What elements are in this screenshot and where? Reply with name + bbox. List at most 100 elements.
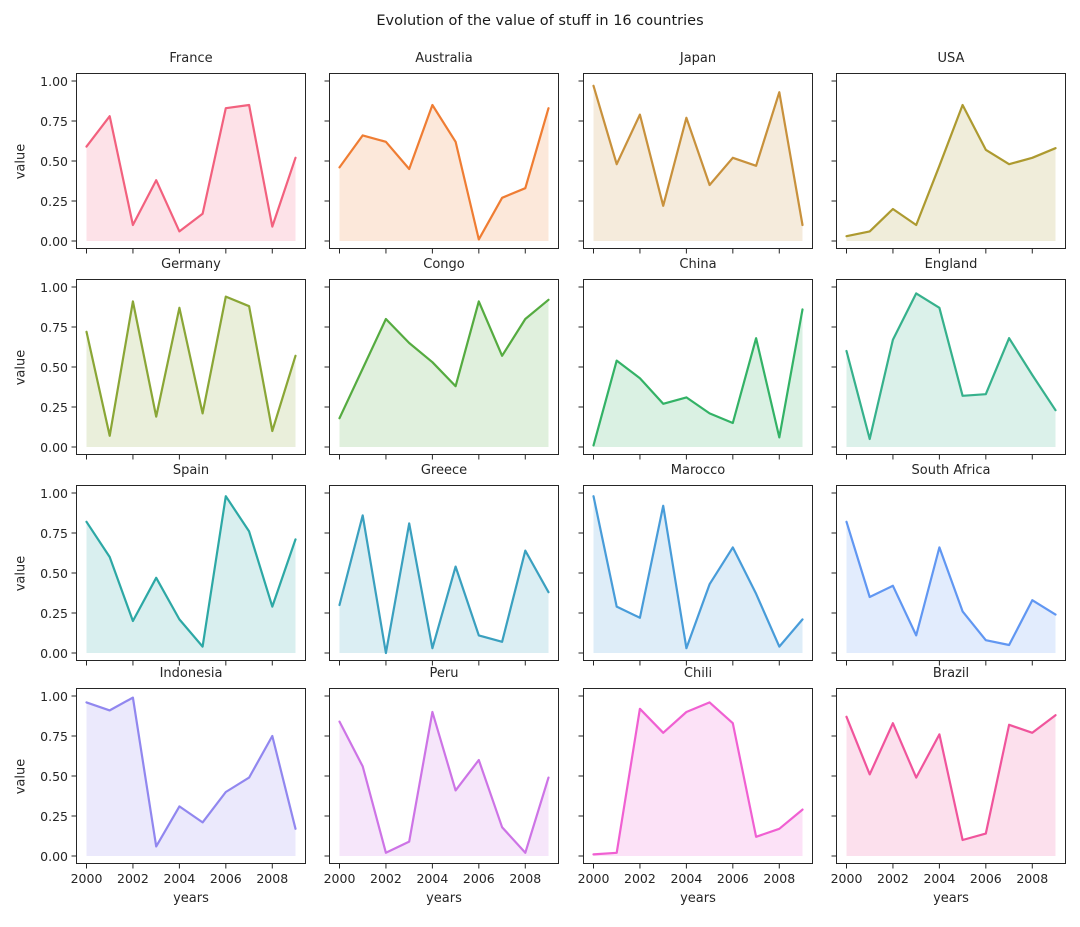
y-axis-label: value (13, 143, 29, 179)
tick-marks (324, 80, 526, 254)
subplot-title: France (169, 51, 213, 66)
subplot-chili: Chili 2000 2002 2004 2006 2008 years (578, 666, 813, 906)
axes-box (76, 73, 306, 249)
subplot-congo: Congo (324, 257, 559, 460)
value-line (592, 495, 804, 650)
x-tick-label: 2002 (877, 871, 909, 886)
axes-box (76, 279, 306, 455)
subplot-title: England (924, 257, 978, 272)
tick-marks (71, 80, 273, 254)
value-line (592, 308, 804, 447)
y-tick-label: 0.50 (40, 768, 68, 784)
axes-box (583, 485, 813, 661)
subplot-marocco: Marocco (578, 463, 813, 666)
x-axis-label: years (426, 891, 462, 906)
plot-area (578, 73, 813, 254)
y-tick-label: 0.25 (40, 399, 68, 415)
subplot-france: France 0.00 0.25 0.50 0.75 1.00 value (14, 51, 306, 254)
y-tick-label: 0.75 (40, 319, 68, 335)
area-fill (846, 715, 1056, 856)
x-tick-label: 2002 (624, 871, 656, 886)
y-tick-label: 0.50 (40, 565, 68, 581)
y-tick-label: 0.50 (40, 153, 68, 169)
x-tick-label: 2008 (1016, 871, 1049, 886)
x-tick-label: 2006 (209, 871, 242, 886)
subplot-title: Japan (679, 51, 717, 66)
plot-area (324, 688, 559, 869)
value-line (338, 103, 550, 241)
tick-marks (578, 695, 780, 869)
value-line (338, 298, 550, 420)
subplot-germany: Germany 0.00 0.25 0.50 0.75 1.00 value (14, 257, 306, 460)
area-fill (86, 296, 296, 447)
tick-marks (578, 286, 780, 460)
plot-area (831, 279, 1066, 460)
y-tick-label: 0.00 (40, 645, 68, 661)
subplot-title: USA (937, 51, 965, 66)
subplot-greece: Greece (324, 463, 559, 666)
value-line (845, 520, 1057, 647)
x-tick-label: 2004 (923, 871, 956, 886)
tick-marks (578, 80, 780, 254)
value-line (85, 295, 297, 437)
x-axis-label: years (680, 891, 716, 906)
subplot-title: Spain (172, 463, 210, 478)
area-fill (593, 496, 803, 653)
axes-box (583, 73, 813, 249)
subplot-spain: Spain 0.00 0.25 0.50 0.75 1.00 value (14, 463, 306, 666)
area-fill (86, 697, 296, 856)
x-tick-label: 2002 (370, 871, 402, 886)
y-axis-label: value (13, 555, 29, 591)
subplot-title: Peru (429, 666, 459, 681)
y-tick-label: 0.75 (40, 113, 68, 129)
y-axis-label: value (13, 349, 29, 385)
subplot-title: Brazil (932, 666, 970, 681)
x-axis-label: years (933, 891, 969, 906)
plot-area (831, 688, 1066, 869)
y-tick-label: 0.75 (40, 525, 68, 541)
area-fill (339, 299, 549, 447)
subplot-title: Germany (161, 257, 221, 272)
y-tick-label: 0.50 (40, 359, 68, 375)
x-tick-label: 2002 (117, 871, 149, 886)
axes-box (76, 485, 306, 661)
area-fill (86, 496, 296, 653)
subplot-england: England (831, 257, 1066, 460)
y-tick-label: 0.25 (40, 193, 68, 209)
plot-area (578, 485, 813, 666)
plot-area (578, 688, 813, 869)
tick-marks (324, 492, 526, 666)
x-axis-label: years (173, 891, 209, 906)
axes-box (583, 279, 813, 455)
tick-marks (71, 695, 273, 869)
plot-area (71, 688, 306, 869)
tick-marks (71, 492, 273, 666)
plot-area (578, 279, 813, 460)
axes-box (329, 73, 559, 249)
y-tick-label: 0.25 (40, 605, 68, 621)
value-line (845, 714, 1057, 842)
y-tick-label: 1.00 (40, 73, 68, 89)
area-fill (846, 105, 1056, 241)
plot-area (324, 279, 559, 460)
x-tick-label: 2000 (830, 871, 863, 886)
value-line (85, 696, 297, 848)
tick-marks (324, 286, 526, 460)
value-line (845, 103, 1057, 238)
x-tick-label: 2004 (163, 871, 196, 886)
axes-box (76, 688, 306, 864)
axes-box (836, 73, 1066, 249)
plot-area (324, 73, 559, 254)
subplot-title: Congo (423, 257, 465, 272)
subplot-title: Indonesia (159, 666, 223, 681)
axes-box (583, 688, 813, 864)
axes-box (329, 485, 559, 661)
subplot-title: Greece (420, 463, 468, 478)
subplot-brazil: Brazil 2000 2002 2004 2006 2008 years (831, 666, 1066, 906)
area-fill (339, 712, 549, 856)
axes-box (836, 485, 1066, 661)
area-fill (593, 702, 803, 856)
y-tick-label: 0.00 (40, 439, 68, 455)
tick-marks (831, 695, 1033, 869)
